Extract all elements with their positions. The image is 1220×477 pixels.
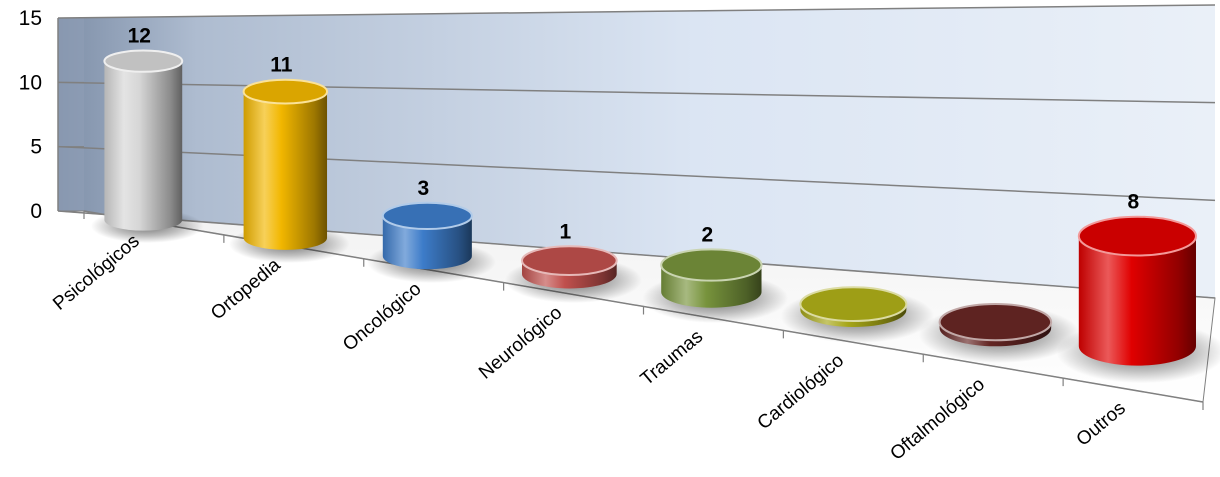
side-wall: [58, 18, 84, 211]
bar-body: [800, 304, 907, 327]
bar-body: [661, 265, 762, 308]
bar-psicológicos: [90, 49, 204, 244]
bar-outros: [1056, 215, 1220, 384]
bars: [90, 49, 1220, 384]
bar-top: [799, 286, 908, 323]
data-label: 12: [128, 25, 151, 48]
x-tick-label: Oncológico: [339, 278, 425, 355]
bar-top: [938, 303, 1053, 342]
bar-body: [382, 215, 472, 270]
bar-traumas: [642, 248, 789, 324]
y-tick-label: 10: [19, 71, 42, 94]
gridlines: 0 5 10 15: [19, 4, 1216, 299]
x-tick-label: Oftalmológico: [886, 374, 988, 465]
x-tick-label: Psicológicos: [49, 231, 143, 315]
bar-top: [242, 78, 329, 105]
bar-body: [104, 61, 183, 231]
data-label: 1: [560, 220, 572, 243]
back-wall: [58, 5, 1215, 298]
data-label: 11: [270, 54, 293, 77]
x-tick-label: Outros: [1073, 398, 1130, 451]
y-tick-label: 0: [30, 200, 42, 223]
x-tick-label: Traumas: [637, 326, 707, 390]
bar-body: [243, 91, 328, 250]
bar-oftalmológico: [918, 303, 1081, 364]
bar-body: [939, 322, 1052, 347]
data-label: 8: [1128, 191, 1140, 214]
bar-oncológico: [366, 201, 496, 284]
bar-neurológico: [504, 245, 642, 304]
data-label: 3: [417, 177, 429, 200]
x-tick-label: Ortopedia: [207, 254, 285, 324]
gridline: [57, 4, 1216, 19]
bar-top: [521, 245, 618, 276]
bar-cardiológico: [780, 286, 935, 344]
y-tick-label: 15: [19, 7, 42, 30]
x-tick-label: Cardiológico: [754, 350, 848, 434]
bar-body: [522, 260, 617, 289]
data-label: 2: [702, 223, 714, 246]
x-tick-label: Neurológico: [475, 302, 566, 383]
bar-top: [660, 248, 763, 282]
bar-top: [1077, 215, 1197, 257]
y-tick-label: 5: [30, 136, 42, 159]
bar-ortopedia: [228, 78, 350, 264]
bar-body: [1078, 236, 1196, 366]
bar-top: [381, 201, 473, 231]
bar-top: [103, 49, 184, 73]
